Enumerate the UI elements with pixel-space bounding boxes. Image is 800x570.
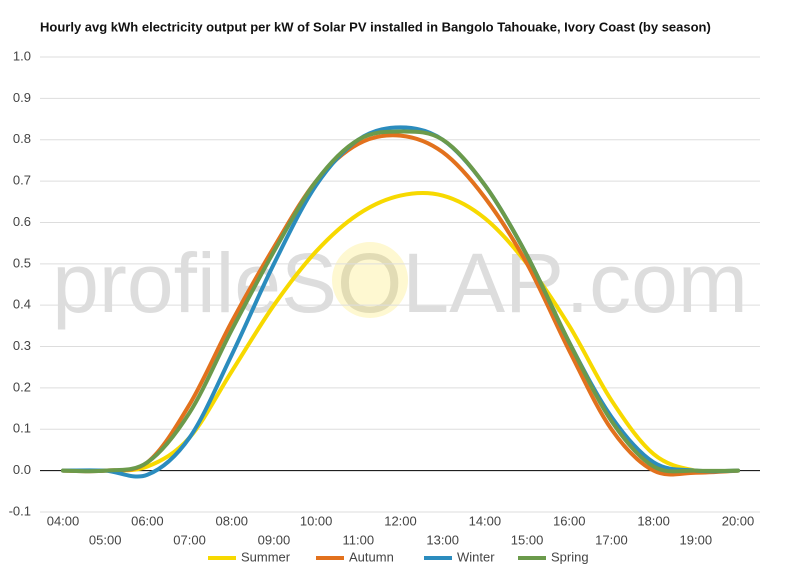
legend-label: Summer [241,549,291,564]
y-tick-label: 0.0 [13,462,31,477]
series-line [61,125,740,479]
chart-title: Hourly avg kWh electricity output per kW… [40,19,711,34]
legend-label: Winter [457,549,495,564]
x-tick-label: 14:00 [469,513,502,528]
series-line [61,190,740,474]
watermark-sun [332,242,408,318]
series-line [61,133,740,477]
y-tick-label: 0.9 [13,90,31,105]
y-tick-label: -0.1 [9,503,31,518]
y-tick-label: 0.8 [13,131,31,146]
y-tick-label: 0.3 [13,338,31,353]
x-tick-label: 16:00 [553,513,586,528]
x-tick-label: 18:00 [637,513,670,528]
x-tick-label: 13:00 [426,532,459,547]
x-tick-label: 07:00 [173,532,206,547]
legend-label: Spring [551,549,589,564]
x-tick-label: 20:00 [722,513,755,528]
x-tick-label: 12:00 [384,513,417,528]
y-tick-label: 0.7 [13,173,31,188]
watermark: profileSOLAR.com [52,236,748,330]
y-tick-label: 0.4 [13,297,31,312]
y-tick-label: 1.0 [13,48,31,63]
x-tick-label: 06:00 [131,513,164,528]
x-tick-label: 15:00 [511,532,544,547]
x-tick-label: 17:00 [595,532,628,547]
x-tick-label: 10:00 [300,513,333,528]
y-tick-label: 0.2 [13,379,31,394]
x-tick-label: 05:00 [89,532,122,547]
x-tick-label: 19:00 [680,532,713,547]
series-line [61,129,740,474]
legend-label: Autumn [349,549,394,564]
x-tick-label: 04:00 [47,513,80,528]
y-tick-label: 0.1 [13,421,31,436]
y-tick-label: 0.5 [13,255,31,270]
x-tick-label: 11:00 [343,532,375,547]
x-tick-label: 08:00 [215,513,248,528]
y-tick-label: 0.6 [13,214,31,229]
x-tick-label: 09:00 [258,532,291,547]
